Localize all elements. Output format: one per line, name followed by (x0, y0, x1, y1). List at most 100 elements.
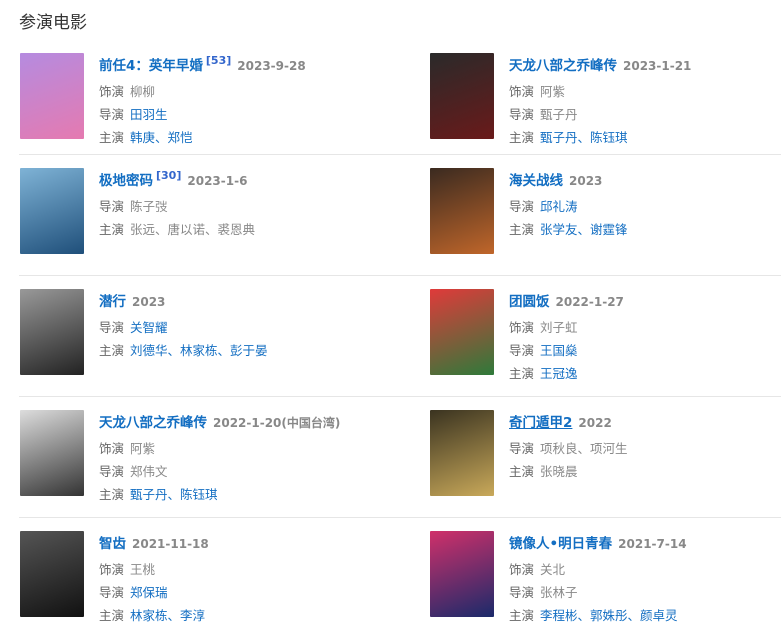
movie-detail-row: 导演 项秋良、项河生 (509, 438, 628, 456)
detail-label: 饰演 (509, 320, 535, 335)
movie-poster[interactable] (430, 410, 494, 496)
movie-title-link[interactable]: 极地密码 (99, 173, 153, 189)
detail-value[interactable]: 田羽生 (130, 107, 168, 122)
movie-poster[interactable] (20, 53, 84, 139)
movie-item: 奇门遁甲2 2022 导演 项秋良、项河生 主演 张晓晨 (429, 397, 781, 518)
movie-title-link[interactable]: 海关战线 (509, 173, 563, 189)
movie-item: 天龙八部之乔峰传 2022-1-20(中国台湾) 饰演 阿紫 导演 郑伟文 主演 甄子丹、陈钰… (19, 397, 429, 518)
release-date: 2023-9-28 (237, 59, 306, 73)
movie-poster[interactable] (20, 410, 84, 496)
release-date: 2022-1-20(中国台湾) (213, 416, 341, 430)
detail-value[interactable]: 韩庚、郑恺 (130, 130, 193, 145)
detail-label: 导演 (509, 199, 535, 214)
detail-label: 主演 (99, 487, 125, 502)
movie-title-link[interactable]: 智齿 (99, 536, 126, 552)
movie-detail-row: 导演 陈子弢 (99, 196, 255, 214)
detail-value: 关北 (540, 562, 566, 577)
reference-link[interactable]: [53] (205, 54, 232, 67)
movie-title-link[interactable]: 潜行 (99, 294, 126, 310)
movie-detail-row: 饰演 阿紫 (509, 81, 691, 99)
movie-item: 海关战线 2023 导演 邱礼涛 主演 张学友、谢霆锋 (429, 155, 781, 276)
detail-value: 张晓晨 (540, 464, 578, 479)
movie-item: 智齿 2021-11-18 饰演 王桃 导演 郑保瑞 主演 林家栋、李淳 (19, 518, 429, 633)
movie-title-link[interactable]: 天龙八部之乔峰传 (509, 58, 617, 74)
detail-label: 主演 (509, 608, 535, 623)
movie-poster[interactable] (20, 531, 84, 617)
movie-poster[interactable] (430, 531, 494, 617)
detail-label: 导演 (99, 320, 125, 335)
movie-item: 天龙八部之乔峰传 2023-1-21 饰演 阿紫 导演 甄子丹 主演 甄子丹、陈钰琪 (429, 40, 781, 155)
detail-label: 饰演 (99, 84, 125, 99)
detail-value: 柳柳 (130, 84, 156, 99)
movie-detail-row: 导演 邱礼涛 (509, 196, 628, 214)
detail-value[interactable]: 刘德华、林家栋、彭于晏 (130, 343, 268, 358)
release-date: 2023 (132, 295, 166, 309)
detail-label: 主演 (509, 366, 535, 381)
detail-label: 主演 (99, 130, 125, 145)
movie-detail-row: 导演 王国燊 (509, 340, 624, 358)
detail-value[interactable]: 邱礼涛 (540, 199, 578, 214)
detail-label: 导演 (509, 585, 535, 600)
movie-detail-row: 主演 张晓晨 (509, 461, 628, 479)
movie-poster[interactable] (430, 289, 494, 375)
movie-detail-row: 主演 刘德华、林家栋、彭于晏 (99, 340, 268, 358)
detail-value: 刘子虹 (540, 320, 578, 335)
movie-title-link[interactable]: 团圆饭 (509, 294, 550, 310)
detail-value: 阿紫 (130, 441, 156, 456)
movie-title-link[interactable]: 镜像人•明日青春 (509, 536, 613, 552)
detail-label: 饰演 (509, 84, 535, 99)
movie-title-link[interactable]: 天龙八部之乔峰传 (99, 415, 207, 431)
movie-detail-row: 主演 林家栋、李淳 (99, 605, 209, 623)
detail-value[interactable]: 甄子丹、陈钰琪 (130, 487, 218, 502)
movie-detail-row: 导演 甄子丹 (509, 104, 691, 122)
release-date: 2023-1-6 (187, 174, 248, 188)
detail-value: 项秋良、项河生 (540, 441, 628, 456)
movie-poster[interactable] (430, 53, 494, 139)
detail-label: 主演 (509, 464, 535, 479)
release-date: 2021-11-18 (132, 537, 209, 551)
movie-detail-row: 饰演 关北 (509, 559, 687, 577)
detail-label: 导演 (509, 343, 535, 358)
detail-value: 郑伟文 (130, 464, 168, 479)
detail-label: 主演 (99, 222, 125, 237)
detail-value: 陈子弢 (130, 199, 168, 214)
movie-poster[interactable] (20, 289, 84, 375)
detail-value: 甄子丹 (540, 107, 578, 122)
detail-value[interactable]: 李程彬、郭姝彤、颜卓灵 (540, 608, 678, 623)
detail-value: 王桃 (130, 562, 156, 577)
movie-detail-row: 导演 田羽生 (99, 104, 306, 122)
release-date: 2022-1-27 (555, 295, 624, 309)
detail-label: 导演 (99, 199, 125, 214)
movie-detail-row: 导演 郑伟文 (99, 461, 340, 479)
release-date: 2023 (569, 174, 603, 188)
detail-label: 导演 (509, 107, 535, 122)
movie-title-link[interactable]: 前任4：英年早婚 (99, 58, 203, 74)
detail-value[interactable]: 王国燊 (540, 343, 578, 358)
movie-poster[interactable] (430, 168, 494, 254)
movie-detail-row: 饰演 阿紫 (99, 438, 340, 456)
detail-value[interactable]: 林家栋、李淳 (130, 608, 206, 623)
movie-detail-row: 主演 张远、唐以诺、裘恩典 (99, 219, 255, 237)
detail-label: 导演 (99, 585, 125, 600)
movie-item: 极地密码 [30] 2023-1-6 导演 陈子弢主演 张远、唐以诺、裘恩典 (19, 155, 429, 276)
detail-value[interactable]: 郑保瑞 (130, 585, 168, 600)
detail-value[interactable]: 关智耀 (130, 320, 168, 335)
section-title: 参演电影 (19, 13, 87, 33)
movie-detail-row: 导演 张林子 (509, 582, 687, 600)
movie-title-link[interactable]: 奇门遁甲2 (509, 415, 573, 431)
release-date: 2021-7-14 (618, 537, 687, 551)
release-date: 2022 (578, 416, 612, 430)
detail-label: 饰演 (99, 562, 125, 577)
detail-label: 主演 (99, 608, 125, 623)
detail-value[interactable]: 张学友、谢霆锋 (540, 222, 628, 237)
movie-poster[interactable] (20, 168, 84, 254)
movie-item: 潜行 2023 导演 关智耀主演 刘德华、林家栋、彭于晏 (19, 276, 429, 397)
detail-value[interactable]: 甄子丹、陈钰琪 (540, 130, 628, 145)
detail-label: 导演 (509, 441, 535, 456)
movie-detail-row: 主演 王冠逸 (509, 363, 624, 381)
detail-label: 导演 (99, 464, 125, 479)
detail-value[interactable]: 王冠逸 (540, 366, 578, 381)
detail-label: 主演 (509, 130, 535, 145)
movie-detail-row: 主演 李程彬、郭姝彤、颜卓灵 (509, 605, 687, 623)
reference-link[interactable]: [30] (156, 169, 182, 182)
